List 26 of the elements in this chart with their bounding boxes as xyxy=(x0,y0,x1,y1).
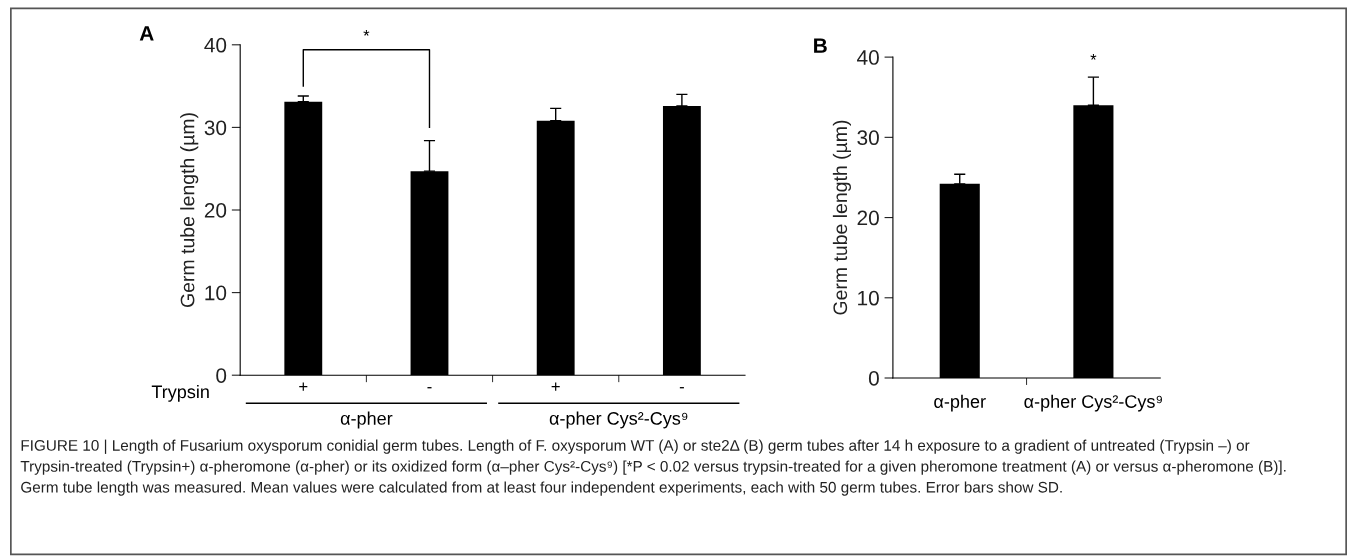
y-tick-label: 20 xyxy=(204,203,227,218)
chart-title: A xyxy=(139,26,154,41)
y-tick-label: 30 xyxy=(857,130,879,146)
caption: FIGURE 10 | Length of Fusarium oxysporum conidial germ tubes. Length of F. oxysporum WT (A) or ste2Δ (B) germ tubes after 14 h exposure to a gradient of untreated (Trypsin –) or Trypsin-treated (Trypsin+) α-pheromone (α-pher) or its oxidized form (α–pher Cys²-Cys⁹) [*P < 0.02 versus trypsin-treated for a given pheromone treatment (A) or versus α-pheromone (B)]. Germ tube length was measured. Mean values were calculated from at least four independent experiments, each with 50 germ tubes. Error bars show SD. xyxy=(20,439,1286,496)
x-tick-label: α-pher Cys²-Cys⁹ xyxy=(1024,394,1162,412)
text: Trypsin xyxy=(151,384,209,402)
y-axis-title: Germ tube length (µm) xyxy=(180,113,199,308)
y-tick-label: 0 xyxy=(216,368,227,383)
x-tick-label: + xyxy=(551,382,560,391)
y-tick-label: 40 xyxy=(857,50,879,65)
text: α-pher xyxy=(340,411,393,429)
y-tick-label: 10 xyxy=(858,290,879,306)
x-tick-label: α-pher xyxy=(934,394,986,412)
text: * xyxy=(363,29,370,36)
y-axis-title: Germ tube length (µm) xyxy=(832,120,851,315)
y-tick-label: 30 xyxy=(204,120,227,136)
y-tick-label: 10 xyxy=(205,285,227,301)
y-tick-label: 40 xyxy=(204,37,227,53)
chart-title: B xyxy=(814,38,827,53)
text: α-pher Cys²-Cys⁹ xyxy=(549,411,688,429)
y-tick-label: 0 xyxy=(868,371,879,386)
annotation: * xyxy=(1090,53,1097,60)
x-tick-label: + xyxy=(299,382,308,391)
x-tick-label: - xyxy=(679,387,684,389)
y-tick-label: 20 xyxy=(857,210,879,226)
x-tick-label: - xyxy=(427,387,432,389)
